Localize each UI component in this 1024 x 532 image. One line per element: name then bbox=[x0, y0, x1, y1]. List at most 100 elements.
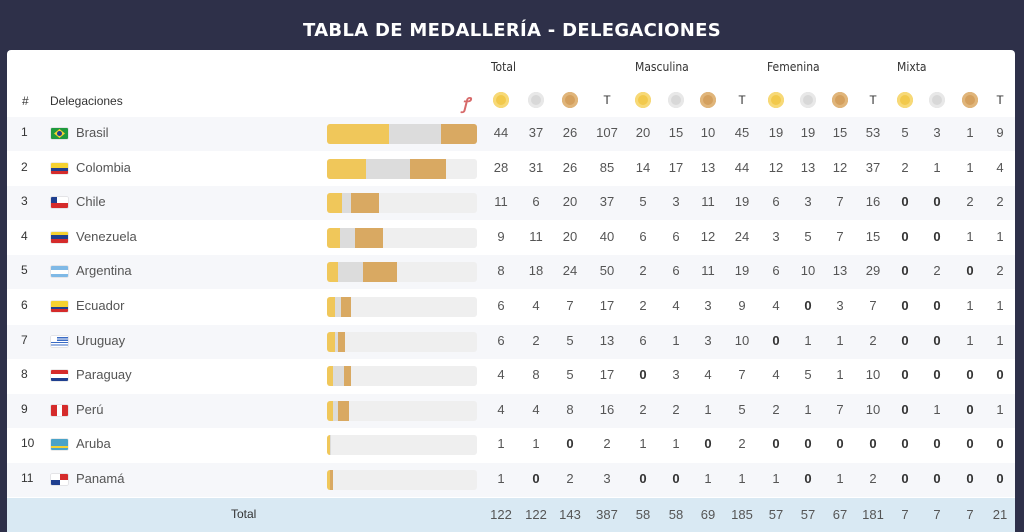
medal-count-cell: 4 bbox=[497, 401, 505, 417]
ecuador-flag-icon bbox=[51, 301, 68, 312]
gold-bar-segment bbox=[327, 331, 336, 352]
medal-count-cell: 13 bbox=[599, 332, 615, 348]
gold-medal-icon[interactable] bbox=[768, 92, 784, 108]
bronze-bar-segment bbox=[341, 297, 351, 317]
medal-count-cell: 2 bbox=[869, 471, 877, 486]
medal-count-cell: 20 bbox=[635, 125, 651, 140]
gold-medal-icon[interactable] bbox=[635, 92, 651, 108]
medal-count-cell: 15 bbox=[865, 228, 881, 244]
column-header-total[interactable]: T bbox=[738, 93, 746, 107]
column-header-total[interactable]: T bbox=[996, 93, 1004, 107]
silver-bar-segment bbox=[366, 158, 410, 179]
medal-count-cell: 0 bbox=[901, 228, 909, 244]
bronze-medal-icon[interactable] bbox=[832, 92, 848, 108]
medal-count-cell: 37 bbox=[865, 159, 881, 175]
table-row[interactable]: 11 Panamá 1 0 2 3 0 0 1 1 1 0 1 2 0 0 0 0 bbox=[7, 463, 1015, 497]
table-row[interactable]: 3 Chile 11 6 20 37 5 3 11 19 6 3 7 16 0 0 2 2 bbox=[7, 186, 1015, 221]
table-row[interactable]: 2 Colombia 28 31 26 85 14 17 13 44 12 13 12 37 2 1 1 4 bbox=[7, 152, 1015, 186]
medal-count-cell: 3 bbox=[933, 125, 941, 140]
total-count-cell: 7 bbox=[933, 507, 941, 522]
medal-count-cell: 6 bbox=[772, 263, 780, 279]
column-header-rank: # bbox=[22, 94, 29, 108]
medal-count-cell: 1 bbox=[772, 471, 780, 486]
medal-count-cell: 16 bbox=[599, 401, 615, 417]
bronze-medal-icon[interactable] bbox=[700, 92, 716, 108]
gold-medal-icon[interactable] bbox=[493, 92, 509, 108]
rank: 3 bbox=[21, 194, 28, 209]
bronze-medal-icon[interactable] bbox=[562, 92, 578, 108]
colombia-flag-icon bbox=[51, 162, 68, 174]
medal-table: Total Masculina Femenina Mixta # Delegac… bbox=[7, 50, 1015, 532]
medal-count-cell: 0 bbox=[901, 471, 909, 486]
table-row[interactable]: 1 Brasil 44 37 26 107 20 15 10 45 19 19 15 53 5 3 1 9 bbox=[7, 117, 1015, 151]
delegation-name[interactable]: Argentina bbox=[76, 263, 132, 279]
sort-icon[interactable]: ꝭ bbox=[462, 96, 470, 113]
column-header-delegations[interactable]: Delegaciones bbox=[50, 94, 123, 108]
medal-count-cell: 4 bbox=[772, 298, 780, 313]
delegation-name[interactable]: Uruguay bbox=[76, 332, 126, 348]
medal-count-cell: 1 bbox=[966, 228, 974, 244]
column-header-total[interactable]: T bbox=[869, 93, 877, 107]
medal-count-cell: 18 bbox=[528, 263, 544, 279]
table-row[interactable]: 10 Aruba 1 1 0 2 1 1 0 2 0 0 0 0 0 0 0 0 bbox=[7, 428, 1015, 462]
medal-count-cell: 0 bbox=[639, 471, 647, 486]
bronze-medal-icon[interactable] bbox=[962, 92, 978, 108]
medal-count-cell: 3 bbox=[804, 194, 812, 210]
medal-count-cell: 1 bbox=[966, 159, 974, 175]
silver-medal-icon[interactable] bbox=[800, 92, 816, 108]
delegation-name[interactable]: Brasil bbox=[76, 125, 109, 140]
medal-bar bbox=[327, 193, 477, 214]
delegation-name[interactable]: Chile bbox=[76, 194, 106, 210]
table-row[interactable]: 5 Argentina 8 18 24 50 2 6 11 19 6 10 13 29 0 2 0 2 bbox=[7, 255, 1015, 290]
medal-count-cell: 15 bbox=[668, 125, 684, 140]
silver-bar-segment bbox=[332, 366, 344, 387]
delegation-name[interactable]: Aruba bbox=[76, 436, 111, 452]
medal-count-cell: 12 bbox=[832, 159, 848, 175]
medal-count-cell: 2 bbox=[603, 436, 611, 452]
table-row[interactable]: 9 Perú 4 4 8 16 2 2 1 5 2 1 7 10 0 1 0 1 bbox=[7, 393, 1015, 428]
medal-count-cell: 1 bbox=[836, 332, 844, 348]
medal-count-cell: 17 bbox=[599, 298, 615, 313]
bronze-bar-segment bbox=[355, 227, 384, 248]
delegation-name[interactable]: Ecuador bbox=[76, 298, 125, 313]
rank: 6 bbox=[21, 298, 28, 312]
medal-count-cell: 0 bbox=[804, 436, 812, 452]
medal-bar bbox=[327, 435, 477, 456]
total-count-cell: 7 bbox=[901, 507, 909, 522]
medal-count-cell: 0 bbox=[772, 436, 780, 452]
rank: 10 bbox=[21, 436, 35, 451]
medal-count-cell: 0 bbox=[933, 367, 941, 383]
total-count-cell: 67 bbox=[832, 507, 848, 522]
table-row[interactable]: 7 Uruguay 6 2 5 13 6 1 3 10 0 1 1 2 0 0 1 1 bbox=[7, 324, 1015, 359]
rank: 2 bbox=[21, 159, 28, 174]
table-row[interactable]: 8 Paraguay 4 8 5 17 0 3 4 7 4 5 1 10 0 0 0 0 bbox=[7, 359, 1015, 393]
delegation-name[interactable]: Perú bbox=[76, 401, 104, 417]
medal-count-cell: 0 bbox=[901, 401, 909, 417]
silver-medal-icon[interactable] bbox=[528, 92, 544, 108]
delegation-name[interactable]: Venezuela bbox=[76, 228, 137, 244]
column-header-total[interactable]: T bbox=[603, 93, 611, 107]
medal-count-cell: 17 bbox=[668, 159, 684, 175]
medal-count-cell: 7 bbox=[836, 401, 844, 417]
delegation-name[interactable]: Paraguay bbox=[76, 367, 132, 383]
medal-count-cell: 2 bbox=[772, 401, 780, 417]
silver-medal-icon[interactable] bbox=[668, 92, 684, 108]
medal-count-cell: 19 bbox=[734, 263, 750, 279]
uruguay-flag-icon bbox=[51, 335, 68, 347]
medal-bar bbox=[327, 297, 477, 317]
table-row[interactable]: 4 Venezuela 9 11 20 40 6 6 12 24 3 5 7 15 0 0 1 1 bbox=[7, 221, 1015, 255]
delegation-name[interactable]: Colombia bbox=[76, 159, 131, 175]
table-row[interactable]: 6 Ecuador 6 4 7 17 2 4 3 9 4 0 3 7 0 0 1 1 bbox=[7, 290, 1015, 324]
venezuela-flag-icon bbox=[51, 231, 68, 243]
total-row: Total 122 122 143 387 58 58 69 185 57 57 67 181 7 7 7 2… bbox=[7, 498, 1015, 532]
medal-count-cell: 0 bbox=[566, 436, 574, 452]
medal-count-cell: 0 bbox=[933, 298, 941, 313]
bronze-bar-segment bbox=[338, 400, 350, 421]
gold-medal-icon[interactable] bbox=[897, 92, 913, 108]
silver-medal-icon[interactable] bbox=[929, 92, 945, 108]
medal-count-cell: 19 bbox=[734, 194, 750, 210]
medal-count-cell: 2 bbox=[639, 298, 647, 313]
total-count-cell: 185 bbox=[731, 507, 753, 522]
medal-count-cell: 9 bbox=[738, 298, 746, 313]
delegation-name[interactable]: Panamá bbox=[76, 471, 125, 486]
